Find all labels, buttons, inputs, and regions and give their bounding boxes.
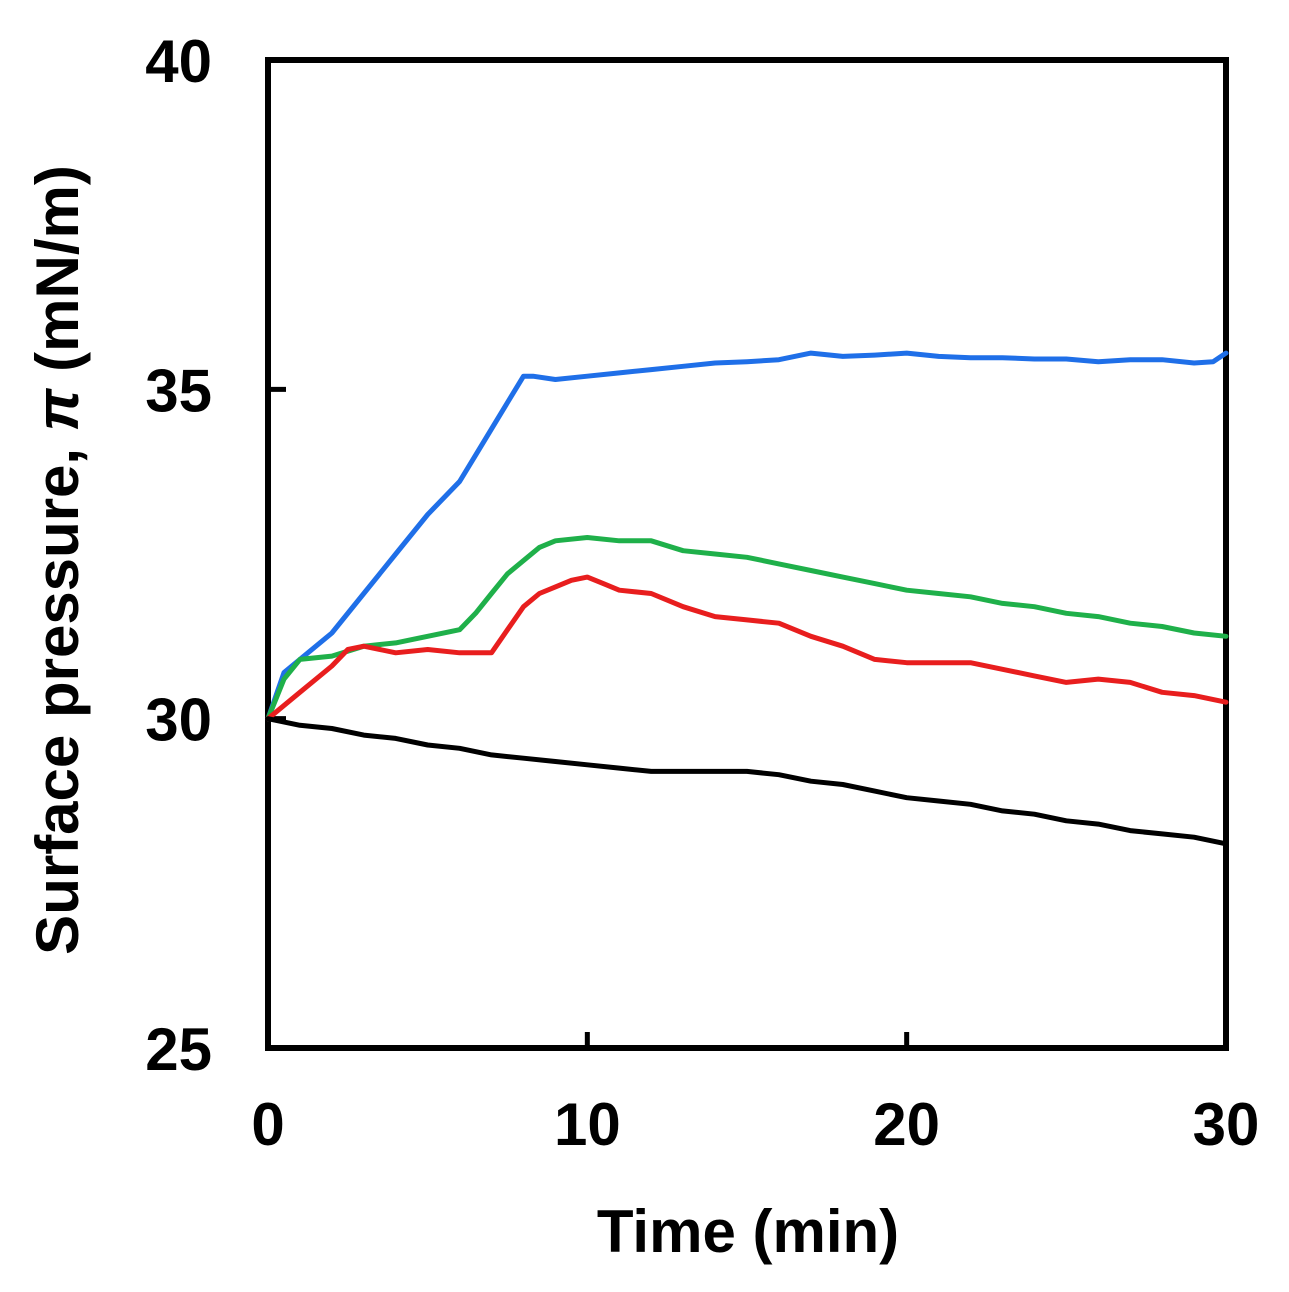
x-tick-labels: 0 10 20 30 [251, 1091, 1259, 1158]
y-axis-title: Surface pressure, π (mN/m) [24, 165, 91, 955]
series-line-green [265, 535, 1229, 722]
pi-symbol: π [24, 387, 91, 431]
series-line-blue [265, 350, 1229, 722]
y-tick-label: 35 [145, 357, 212, 424]
y-axis-title-prefix: Surface pressure, [24, 431, 91, 955]
y-tick-label: 25 [145, 1016, 212, 1083]
series-line-red [265, 574, 1229, 722]
x-tick-label: 20 [873, 1091, 940, 1158]
y-tick-label: 40 [145, 28, 212, 95]
x-tick-label: 0 [251, 1091, 284, 1158]
y-tick-labels: 25 30 35 40 [145, 28, 212, 1083]
data-series [265, 350, 1229, 847]
y-tick-label: 30 [145, 687, 212, 754]
x-axis-title: Time (min) [597, 1198, 899, 1265]
series-line-black [265, 716, 1229, 847]
y-axis-title-unit: (mN/m) [24, 165, 91, 388]
x-tick-label: 10 [554, 1091, 621, 1158]
x-tick-label: 30 [1193, 1091, 1260, 1158]
plot-frame [265, 57, 1229, 1051]
